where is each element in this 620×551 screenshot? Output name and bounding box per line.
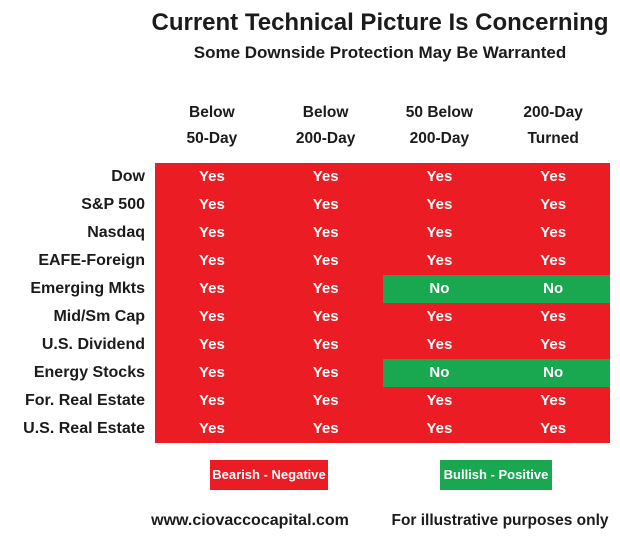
table-cell: Yes: [496, 247, 610, 275]
column-header-line2: 200-Day: [409, 130, 470, 147]
disclaimer-text: For illustrative purposes only: [391, 512, 609, 529]
website-text: www.ciovaccocapital.com: [151, 512, 349, 529]
row-label: S&P 500: [81, 196, 145, 213]
row-label: Nasdaq: [87, 224, 145, 241]
table-cell: Yes: [155, 359, 269, 387]
table-cell: Yes: [155, 303, 269, 331]
table-cell: Yes: [268, 387, 383, 415]
table-cell: Yes: [155, 415, 269, 443]
table-row: Mid/Sm Cap Yes Yes Yes Yes: [0, 303, 610, 331]
row-label: U.S. Dividend: [41, 336, 145, 353]
page-title: Current Technical Picture Is Concerning: [151, 9, 609, 36]
row-label: Energy Stocks: [33, 364, 145, 381]
row-label: Mid/Sm Cap: [53, 308, 145, 325]
row-label: EAFE-Foreign: [38, 252, 145, 269]
table-cell: Yes: [496, 191, 610, 219]
table-cell: Yes: [382, 247, 497, 275]
column-header: Below 200-Day: [269, 100, 383, 152]
footer: www.ciovaccocapital.com For illustrative…: [0, 512, 620, 534]
table-cell: Yes: [496, 219, 610, 247]
table-cell: Yes: [155, 219, 269, 247]
table-row: U.S. Dividend Yes Yes Yes Yes: [0, 331, 610, 359]
row-label: U.S. Real Estate: [23, 420, 145, 437]
table-row: Dow Yes Yes Yes Yes: [0, 163, 610, 191]
table-cell: Yes: [496, 387, 610, 415]
row-label: Emerging Mkts: [30, 280, 145, 297]
table-row: S&P 500 Yes Yes Yes Yes: [0, 191, 610, 219]
table-cell: Yes: [496, 163, 610, 191]
column-header-line2: 200-Day: [295, 130, 356, 147]
column-header-line1: Below: [189, 104, 235, 121]
table-cell: Yes: [155, 191, 269, 219]
header: Current Technical Picture Is Concerning …: [150, 8, 610, 64]
page-subtitle: Some Downside Protection May Be Warrante…: [193, 43, 567, 62]
table-cell: Yes: [155, 387, 269, 415]
table-cell: Yes: [268, 331, 383, 359]
column-header-line1: 200-Day: [523, 104, 583, 121]
table-row: For. Real Estate Yes Yes Yes Yes: [0, 387, 610, 415]
table-cell: Yes: [268, 415, 383, 443]
table-cell: Yes: [155, 331, 269, 359]
column-header: 50 Below 200-Day: [383, 100, 497, 152]
table-cell: Yes: [155, 163, 269, 191]
table-cell: Yes: [268, 275, 383, 303]
column-header: Below 50-Day: [155, 100, 269, 152]
table-cell: No: [496, 275, 610, 303]
table-cell: Yes: [155, 275, 269, 303]
table-cell: Yes: [268, 191, 383, 219]
table-cell: No: [382, 275, 497, 303]
table-cell: Yes: [496, 331, 610, 359]
legend: Bearish - Negative Bullish - Positive: [210, 460, 620, 490]
table-cell: Yes: [268, 359, 383, 387]
table-cell: Yes: [496, 415, 610, 443]
table-cell: Yes: [382, 191, 497, 219]
table-cell: Yes: [382, 331, 497, 359]
row-label: Dow: [111, 168, 145, 185]
table-cell: Yes: [382, 387, 497, 415]
column-header: 200-Day Turned: [496, 100, 610, 152]
table-row: Emerging Mkts Yes Yes No No: [0, 275, 610, 303]
column-header-row: Below 50-Day Below 200-Day 50 Below 200-Day 20…: [0, 100, 610, 152]
table-cell: Yes: [268, 247, 383, 275]
table-cell: No: [382, 359, 497, 387]
legend-bullish-badge: Bullish - Positive: [440, 460, 552, 490]
column-header-line2: Turned: [527, 130, 579, 147]
table-cell: Yes: [382, 219, 497, 247]
data-table: Dow Yes Yes Yes Yes S&P 500 Yes Yes Yes Yes Nasdaq…: [0, 163, 620, 443]
table-cell: Yes: [268, 219, 383, 247]
table-row: EAFE-Foreign Yes Yes Yes Yes: [0, 247, 610, 275]
table-cell: No: [496, 359, 610, 387]
table-row: Nasdaq Yes Yes Yes Yes: [0, 219, 610, 247]
legend-bearish-badge: Bearish - Negative: [210, 460, 328, 490]
table-cell: Yes: [382, 303, 497, 331]
table-cell: Yes: [268, 163, 383, 191]
column-header-line1: Below: [302, 104, 349, 121]
header-corner-spacer: [0, 100, 155, 152]
table-cell: Yes: [496, 303, 610, 331]
table-cell: Yes: [268, 303, 383, 331]
table-row: U.S. Real Estate Yes Yes Yes Yes: [0, 415, 610, 443]
table-cell: Yes: [155, 247, 269, 275]
column-header-line1: 50 Below: [405, 104, 473, 121]
column-header-line2: 50-Day: [186, 130, 238, 147]
technical-picture-graphic: Current Technical Picture Is Concerning …: [0, 8, 620, 551]
table-cell: Yes: [382, 163, 497, 191]
row-label: For. Real Estate: [24, 392, 145, 409]
table-row: Energy Stocks Yes Yes No No: [0, 359, 610, 387]
table-cell: Yes: [382, 415, 497, 443]
